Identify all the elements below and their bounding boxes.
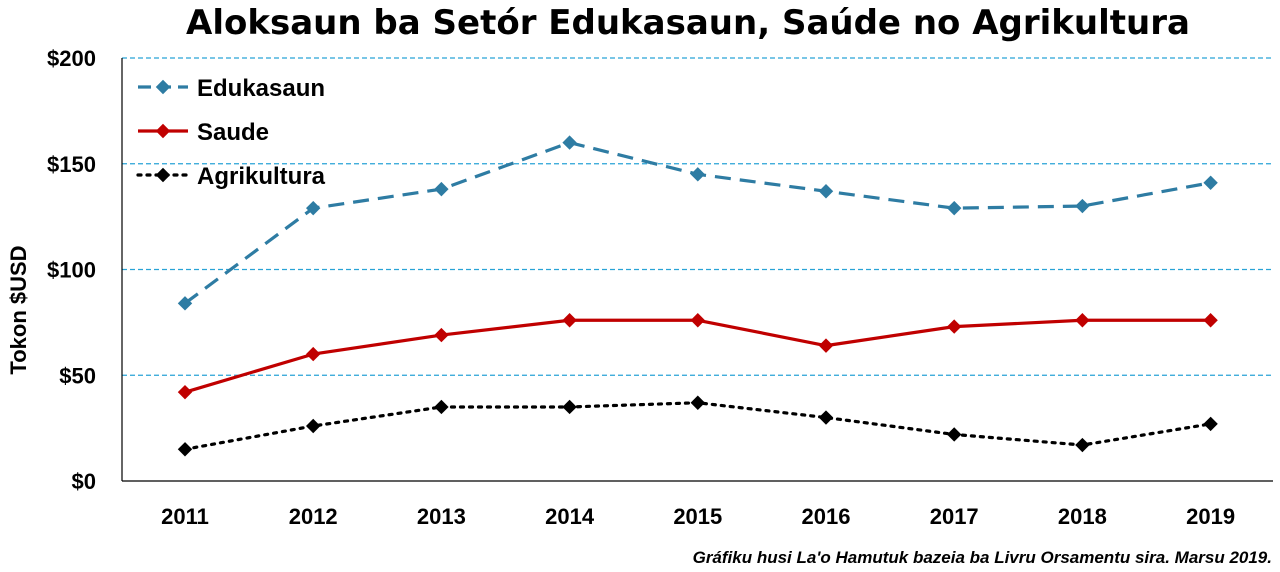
data-point-edukasaun bbox=[691, 168, 704, 181]
data-point-edukasaun bbox=[563, 136, 576, 149]
legend-item-saude: Saude bbox=[138, 119, 269, 146]
data-point-saude bbox=[307, 348, 320, 361]
data-point-saude bbox=[820, 339, 833, 352]
data-point-saude bbox=[1076, 314, 1089, 327]
chart-title: Aloksaun ba Setór Edukasaun, Saúde no Ag… bbox=[186, 3, 1190, 43]
data-point-edukasaun bbox=[948, 202, 961, 215]
x-tick-label: 2015 bbox=[673, 504, 722, 529]
x-tick-label: 2016 bbox=[802, 504, 851, 529]
legend-label-agrikultura: Agrikultura bbox=[197, 163, 326, 190]
data-point-agrikultura bbox=[1076, 439, 1089, 452]
x-tick-labels: 2011 2012 2013 2014 2015 2016 2017 2018 2019 bbox=[161, 504, 1235, 529]
y-tick-label: $100 bbox=[47, 258, 96, 283]
series-agrikultura bbox=[179, 396, 1218, 456]
data-point-edukasaun bbox=[435, 183, 448, 196]
series bbox=[179, 136, 1218, 456]
legend-item-agrikultura: Agrikultura bbox=[138, 163, 326, 190]
data-point-edukasaun bbox=[1204, 176, 1217, 189]
data-point-saude bbox=[179, 386, 192, 399]
data-point-agrikultura bbox=[179, 443, 192, 456]
series-saude bbox=[179, 314, 1218, 399]
series-edukasaun bbox=[179, 136, 1218, 310]
y-tick-labels: $0 $50 $100 $150 $200 bbox=[47, 46, 96, 494]
y-axis-label: Tokon $USD bbox=[6, 245, 31, 374]
data-point-agrikultura bbox=[948, 428, 961, 441]
x-tick-label: 2011 bbox=[161, 504, 209, 529]
x-tick-label: 2017 bbox=[930, 504, 979, 529]
data-point-saude bbox=[948, 320, 961, 333]
x-tick-label: 2018 bbox=[1058, 504, 1107, 529]
gridlines bbox=[122, 58, 1273, 375]
data-point-saude bbox=[691, 314, 704, 327]
data-point-agrikultura bbox=[435, 400, 448, 413]
y-tick-label: $200 bbox=[47, 46, 96, 71]
x-tick-label: 2019 bbox=[1186, 504, 1235, 529]
legend-item-edukasaun: Edukasaun bbox=[138, 75, 325, 102]
data-point-saude bbox=[563, 314, 576, 327]
source-footnote: Gráfiku husi La'o Hamutuk bazeia ba Livr… bbox=[693, 548, 1272, 567]
x-tick-label: 2012 bbox=[289, 504, 338, 529]
data-point-agrikultura bbox=[563, 400, 576, 413]
data-point-agrikultura bbox=[307, 420, 320, 433]
legend-label-saude: Saude bbox=[197, 119, 269, 146]
legend-marker-edukasaun bbox=[157, 81, 170, 94]
legend: Edukasaun Saude Agrikultura bbox=[138, 75, 326, 190]
data-point-edukasaun bbox=[820, 185, 833, 198]
data-point-agrikultura bbox=[820, 411, 833, 424]
y-tick-label: $150 bbox=[47, 152, 96, 177]
series-line-edukasaun bbox=[185, 143, 1211, 304]
legend-marker-saude bbox=[157, 125, 170, 138]
y-tick-label: $0 bbox=[72, 469, 96, 494]
y-tick-label: $50 bbox=[59, 363, 96, 388]
x-tick-label: 2013 bbox=[417, 504, 466, 529]
legend-marker-agrikultura bbox=[157, 169, 170, 182]
data-point-agrikultura bbox=[1204, 417, 1217, 430]
data-point-edukasaun bbox=[1076, 200, 1089, 213]
data-point-saude bbox=[1204, 314, 1217, 327]
data-point-agrikultura bbox=[691, 396, 704, 409]
x-tick-label: 2014 bbox=[545, 504, 595, 529]
data-point-saude bbox=[435, 329, 448, 342]
legend-label-edukasaun: Edukasaun bbox=[197, 75, 325, 102]
series-line-saude bbox=[185, 320, 1211, 392]
